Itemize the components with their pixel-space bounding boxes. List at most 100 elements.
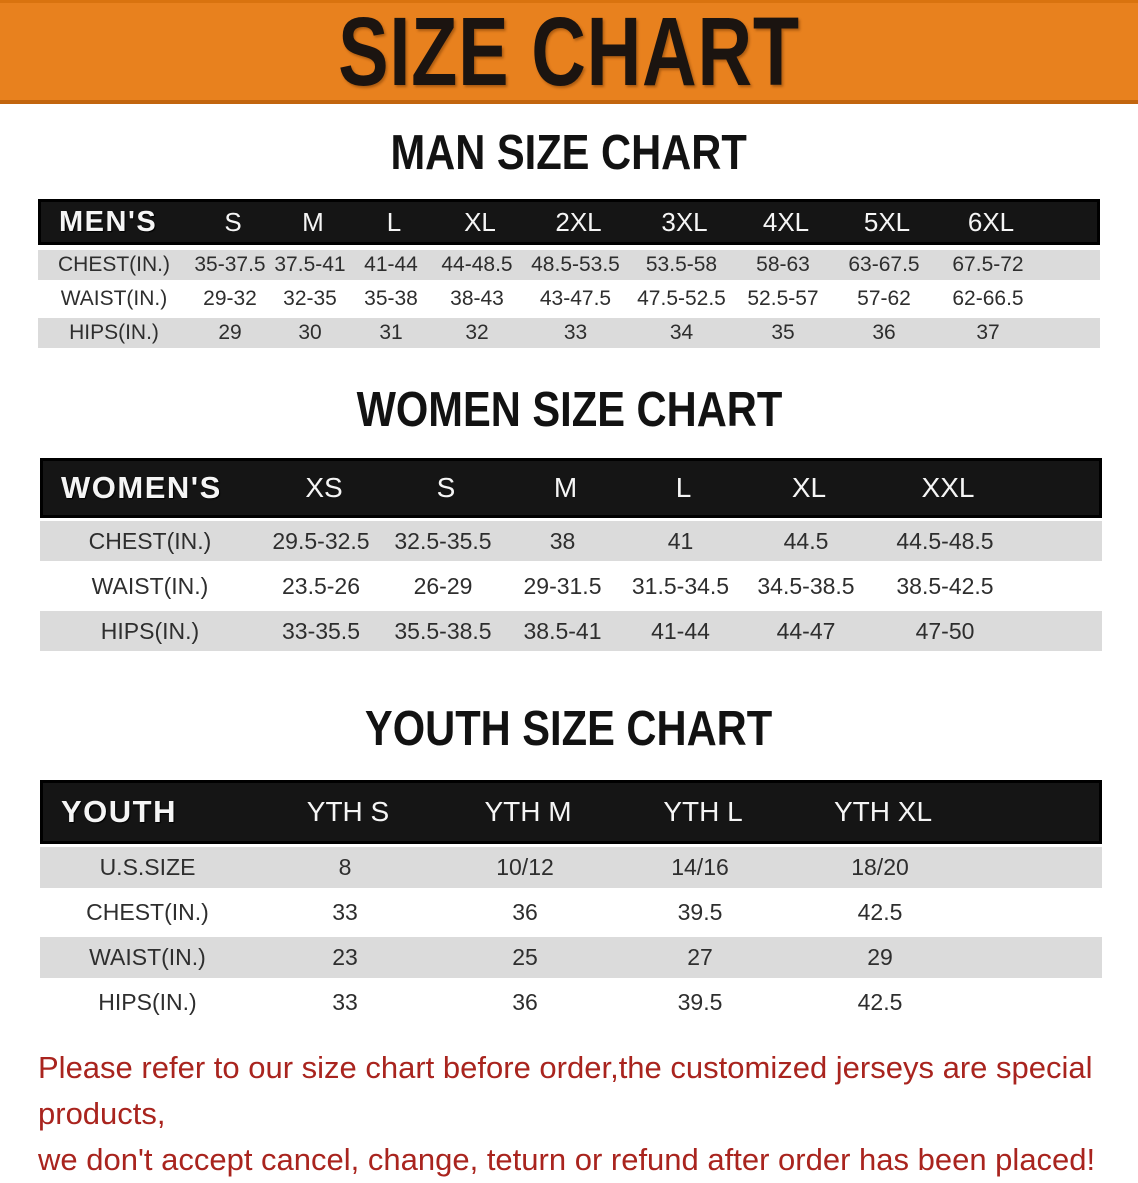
youth-size-table: YOUTH YTH S YTH M YTH L YTH XL U.S.SIZE 8 10/12… bbox=[40, 780, 1102, 1023]
women-measurement-cell: 44.5 bbox=[783, 527, 829, 554]
youth-row-label: CHEST(IN.) bbox=[86, 899, 209, 925]
women-measurement-cell: 29-31.5 bbox=[523, 572, 602, 599]
youth-measurement-cell: 42.5 bbox=[857, 899, 903, 925]
women-measurement-cell: 34.5-38.5 bbox=[757, 572, 855, 599]
men-measurement-cell: 32 bbox=[465, 321, 489, 344]
men-measurement-cell: 53.5-58 bbox=[645, 253, 718, 276]
women-size-column-header: S bbox=[436, 472, 456, 503]
youth-size-column-header: YTH XL bbox=[833, 796, 933, 827]
youth-measurement-cell: 33 bbox=[332, 899, 358, 925]
men-table-row: HIPS(IN.) 29 30 31 32 33 34 35 36 37 bbox=[38, 318, 1100, 348]
youth-table-row: WAIST(IN.) 23 25 27 29 bbox=[40, 937, 1102, 978]
youth-size-column-header: YTH S bbox=[306, 796, 390, 827]
disclaimer-note: Please refer to our size chart before or… bbox=[0, 1045, 1138, 1183]
youth-measurement-cell: 14/16 bbox=[671, 854, 729, 880]
men-row-label: WAIST(IN.) bbox=[60, 287, 168, 310]
men-measurement-cell: 30 bbox=[298, 321, 322, 344]
women-measurement-cell: 35.5-38.5 bbox=[394, 617, 492, 644]
women-measurement-cell: 26-29 bbox=[413, 572, 473, 599]
youth-table-row: HIPS(IN.) 33 36 39.5 42.5 bbox=[40, 982, 1102, 1023]
women-measurement-cell: 31.5-34.5 bbox=[631, 572, 730, 599]
disclaimer-line-2: we don't accept cancel, change, teturn o… bbox=[38, 1142, 1096, 1177]
women-row-label: HIPS(IN.) bbox=[100, 617, 200, 644]
women-table-header-row: WOMEN'S XS S M L XL XXL bbox=[40, 458, 1102, 518]
women-table-title: WOMEN'S bbox=[61, 470, 222, 505]
youth-row-label: U.S.SIZE bbox=[99, 854, 196, 880]
women-measurement-cell: 38.5-41 bbox=[523, 617, 602, 644]
page-title: SIZE CHART bbox=[338, 0, 800, 106]
men-measurement-cell: 33 bbox=[563, 321, 588, 344]
men-size-column-header: 6XL bbox=[967, 206, 1015, 237]
youth-measurement-cell: 23 bbox=[332, 944, 358, 970]
youth-measurement-cell: 39.5 bbox=[677, 899, 723, 925]
men-measurement-cell: 37 bbox=[976, 321, 1000, 344]
women-measurement-cell: 44.5-48.5 bbox=[896, 527, 994, 554]
women-measurement-cell: 33-35.5 bbox=[281, 617, 360, 644]
women-table-row: HIPS(IN.) 33-35.5 35.5-38.5 38.5-41 41-44 44-… bbox=[40, 611, 1102, 651]
men-size-column-header: S bbox=[224, 206, 242, 237]
youth-measurement-cell: 25 bbox=[512, 944, 538, 970]
men-measurement-cell: 34 bbox=[669, 321, 694, 344]
men-measurement-cell: 36 bbox=[872, 321, 896, 344]
men-measurement-cell: 48.5-53.5 bbox=[531, 253, 620, 276]
men-size-column-header: 3XL bbox=[661, 206, 708, 237]
men-heading-wrap: MAN SIZE CHART bbox=[0, 129, 1138, 178]
women-measurement-cell: 38.5-42.5 bbox=[896, 572, 994, 599]
women-measurement-cell: 38 bbox=[549, 527, 576, 554]
youth-table-row: U.S.SIZE 8 10/12 14/16 18/20 bbox=[40, 847, 1102, 888]
youth-measurement-cell: 33 bbox=[332, 989, 358, 1015]
men-size-column-header: M bbox=[302, 206, 324, 237]
women-size-column-header: XL bbox=[791, 472, 827, 503]
men-measurement-cell: 38-43 bbox=[450, 287, 504, 310]
men-table-row: WAIST(IN.) 29-32 32-35 35-38 38-43 43-47.5 47.… bbox=[38, 284, 1100, 314]
women-row-label: WAIST(IN.) bbox=[91, 572, 209, 599]
youth-measurement-cell: 36 bbox=[512, 899, 538, 925]
women-table-row: CHEST(IN.) 29.5-32.5 32.5-35.5 38 41 44.5 44.5… bbox=[40, 521, 1102, 561]
men-measurement-cell: 37.5-41 bbox=[274, 253, 346, 276]
youth-table-row: CHEST(IN.) 33 36 39.5 42.5 bbox=[40, 892, 1102, 933]
men-size-column-header: XL bbox=[464, 206, 496, 237]
men-measurement-cell: 67.5-72 bbox=[952, 253, 1024, 276]
size-chart-banner: SIZE CHART bbox=[0, 0, 1138, 104]
men-measurement-cell: 29-32 bbox=[203, 287, 257, 310]
men-size-table: MEN'S S M L XL 2XL 3XL 4XL 5XL 6XL CHEST(IN.) 35-37… bbox=[38, 199, 1100, 348]
youth-measurement-cell: 29 bbox=[867, 944, 893, 970]
women-size-column-header: M bbox=[553, 472, 578, 503]
women-measurement-cell: 23.5-26 bbox=[281, 572, 360, 599]
youth-measurement-cell: 8 bbox=[338, 854, 352, 880]
women-size-column-header: XS bbox=[305, 472, 343, 503]
disclaimer-line-1: Please refer to our size chart before or… bbox=[38, 1050, 1093, 1131]
women-section-heading: WOMEN SIZE CHART bbox=[356, 383, 782, 437]
men-measurement-cell: 35 bbox=[771, 321, 795, 344]
women-measurement-cell: 44-47 bbox=[776, 617, 836, 644]
men-measurement-cell: 63-67.5 bbox=[848, 253, 920, 276]
men-measurement-cell: 47.5-52.5 bbox=[637, 287, 726, 310]
men-measurement-cell: 41-44 bbox=[364, 253, 418, 276]
men-size-column-header: 4XL bbox=[762, 206, 810, 237]
youth-table-header-row: YOUTH YTH S YTH M YTH L YTH XL bbox=[40, 780, 1102, 844]
youth-measurement-cell: 39.5 bbox=[677, 989, 723, 1015]
youth-section-heading: YOUTH SIZE CHART bbox=[365, 702, 773, 756]
youth-size-column-header: YTH M bbox=[484, 796, 572, 827]
women-size-column-header: XXL bbox=[921, 472, 975, 503]
women-measurement-cell: 47-50 bbox=[915, 617, 975, 644]
men-section-heading: MAN SIZE CHART bbox=[390, 126, 748, 180]
women-measurement-cell: 41 bbox=[667, 527, 694, 554]
men-size-column-header: L bbox=[386, 206, 402, 237]
men-size-column-header: 5XL bbox=[863, 206, 911, 237]
youth-table-title: YOUTH bbox=[61, 794, 177, 829]
women-measurement-cell: 41-44 bbox=[651, 617, 710, 644]
men-measurement-cell: 43-47.5 bbox=[539, 287, 612, 310]
youth-measurement-cell: 10/12 bbox=[496, 854, 554, 880]
youth-size-column-header: YTH L bbox=[663, 796, 743, 827]
youth-measurement-cell: 36 bbox=[512, 989, 538, 1015]
youth-measurement-cell: 42.5 bbox=[857, 989, 903, 1015]
women-measurement-cell: 32.5-35.5 bbox=[394, 527, 492, 554]
youth-measurement-cell: 18/20 bbox=[851, 854, 909, 880]
men-measurement-cell: 29 bbox=[218, 321, 242, 344]
men-measurement-cell: 52.5-57 bbox=[747, 287, 819, 310]
youth-row-label: WAIST(IN.) bbox=[89, 944, 206, 970]
men-measurement-cell: 35-38 bbox=[364, 287, 418, 310]
youth-measurement-cell: 27 bbox=[687, 944, 713, 970]
